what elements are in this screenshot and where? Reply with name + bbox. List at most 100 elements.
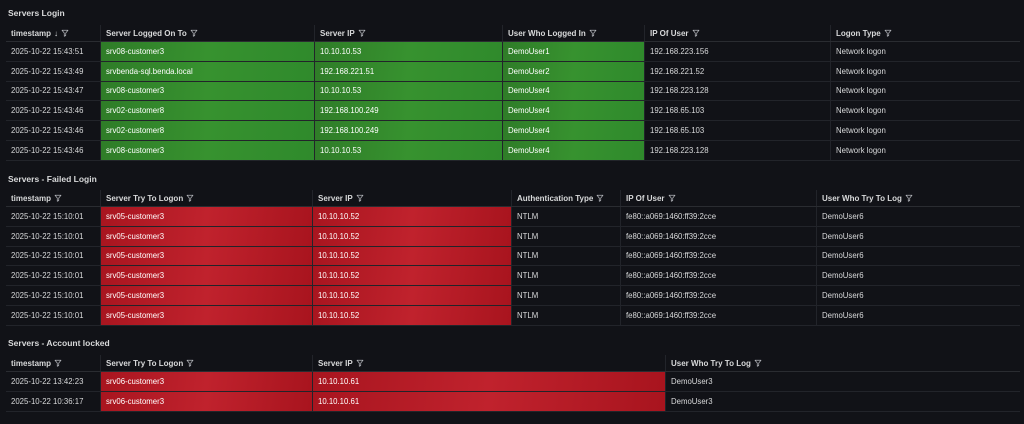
cell-server-logged-on-to: srv08-customer3: [100, 141, 314, 160]
column-header-label: Server Try To Logon: [106, 358, 184, 368]
table-row[interactable]: 2025-10-22 15:43:51 srv08-customer3 10.10.…: [6, 42, 1020, 62]
cell-authentication-type: NTLM: [511, 246, 620, 266]
table-row[interactable]: 2025-10-22 15:10:01 srv05-customer3 10.10.…: [6, 266, 1020, 287]
column-header-server-ip[interactable]: Server IP: [312, 190, 511, 206]
cell-user-who-try-to-log: DemoUser3: [665, 372, 1020, 391]
table-row[interactable]: 2025-10-22 10:36:17 srv06-customer3 10.10.…: [6, 391, 1020, 412]
cell-logon-type: Network logon: [830, 81, 1020, 101]
column-header-ip-of-user[interactable]: IP Of User: [644, 25, 830, 41]
column-header-label: timestamp: [11, 358, 52, 368]
column-header-timestamp[interactable]: timestamp: [6, 355, 100, 371]
panel-title: Servers - Failed Login: [8, 174, 97, 184]
cell-timestamp: 2025-10-22 15:43:46: [11, 145, 84, 155]
column-header-server-try-to-logon[interactable]: Server Try To Logon: [100, 190, 312, 206]
cell-ip-of-user: fe80::a069:1460:ff39:2cce: [620, 286, 816, 305]
cell-timestamp: 2025-10-22 15:43:46: [11, 126, 84, 136]
column-header-server-ip[interactable]: Server IP: [312, 355, 665, 371]
table-row[interactable]: 2025-10-22 15:43:47 srv08-customer3 10.10.…: [6, 81, 1020, 102]
filter-icon[interactable]: [186, 359, 194, 367]
filter-icon[interactable]: [358, 29, 366, 37]
cell-timestamp: 2025-10-22 15:10:01: [11, 231, 84, 241]
cell-user-who-try-to-log: DemoUser6: [816, 286, 1020, 305]
column-header-label: Server IP: [318, 193, 353, 203]
filter-icon[interactable]: [54, 359, 62, 367]
column-header-user-who-logged-in[interactable]: User Who Logged In: [502, 25, 644, 41]
filter-icon[interactable]: [61, 29, 69, 37]
cell-ip-of-user: 192.168.221.52: [644, 61, 830, 81]
table-row[interactable]: 2025-10-22 15:10:01 srv05-customer3 10.10.…: [6, 306, 1020, 326]
filter-icon[interactable]: [668, 194, 676, 202]
column-header-user-who-try-to-log[interactable]: User Who Try To Log: [665, 355, 1020, 371]
cell-ip-of-user: 192.168.223.128: [644, 81, 830, 101]
panel-servers-login: Servers Login timestamp ↓ Server Logged On…: [0, 0, 1024, 162]
cell-logon-type: Network logon: [830, 141, 1020, 160]
cell-logon-type: Network logon: [830, 101, 1020, 121]
filter-icon[interactable]: [356, 359, 364, 367]
cell-user-who-try-to-log: DemoUser6: [816, 306, 1020, 325]
filter-icon[interactable]: [186, 194, 194, 202]
table-row[interactable]: 2025-10-22 15:43:46 srv02-customer8 192.16…: [6, 101, 1020, 122]
column-header-label: Server Logged On To: [106, 28, 187, 38]
table-header: timestamp Server Try To Logon Server IP Use…: [6, 355, 1020, 372]
column-header-timestamp[interactable]: timestamp ↓: [6, 25, 100, 41]
cell-server-ip: 10.10.10.52: [312, 226, 511, 246]
filter-icon[interactable]: [754, 359, 762, 367]
cell-user-who-try-to-log: DemoUser6: [816, 266, 1020, 286]
cell-user-who-logged-in: DemoUser4: [502, 101, 644, 121]
cell-server-ip: 10.10.10.53: [314, 42, 502, 61]
column-header-authentication-type[interactable]: Authentication Type: [511, 190, 620, 206]
cell-server-ip: 192.168.221.51: [314, 61, 502, 81]
column-header-logon-type[interactable]: Logon Type: [830, 25, 1020, 41]
table-row[interactable]: 2025-10-22 15:10:01 srv05-customer3 10.10.…: [6, 286, 1020, 306]
column-header-ip-of-user[interactable]: IP Of User: [620, 190, 816, 206]
cell-timestamp: 2025-10-22 15:10:01: [11, 291, 84, 301]
filter-icon[interactable]: [596, 194, 604, 202]
cell-authentication-type: NTLM: [511, 207, 620, 226]
cell-server-logged-on-to: srvbenda-sql.benda.local: [100, 61, 314, 81]
column-header-user-who-try-to-log[interactable]: User Who Try To Log: [816, 190, 1020, 206]
cell-user-who-logged-in: DemoUser2: [502, 61, 644, 81]
table-row[interactable]: 2025-10-22 15:43:46 srv02-customer8 192.16…: [6, 121, 1020, 141]
cell-timestamp: 2025-10-22 15:43:46: [11, 106, 84, 116]
filter-icon[interactable]: [54, 194, 62, 202]
panel-servers-failed-login: Servers - Failed Login timestamp Server T…: [0, 166, 1024, 326]
column-header-label: IP Of User: [626, 193, 665, 203]
cell-timestamp: 2025-10-22 15:43:47: [11, 86, 84, 96]
cell-server-ip: 10.10.10.53: [314, 141, 502, 160]
cell-user-who-try-to-log: DemoUser3: [665, 391, 1020, 411]
cell-server-logged-on-to: srv08-customer3: [100, 81, 314, 101]
column-header-server-ip[interactable]: Server IP: [314, 25, 502, 41]
cell-timestamp: 2025-10-22 15:43:51: [11, 46, 84, 56]
column-header-label: Server IP: [318, 358, 353, 368]
table-row[interactable]: 2025-10-22 15:10:01 srv05-customer3 10.10.…: [6, 226, 1020, 247]
column-header-label: User Who Try To Log: [671, 358, 751, 368]
column-header-server-logged-on-to[interactable]: Server Logged On To: [100, 25, 314, 41]
cell-user-who-logged-in: DemoUser4: [502, 81, 644, 101]
filter-icon[interactable]: [905, 194, 913, 202]
column-header-label: Server Try To Logon: [106, 193, 184, 203]
cell-user-who-try-to-log: DemoUser6: [816, 207, 1020, 226]
table-row[interactable]: 2025-10-22 15:10:01 srv05-customer3 10.10.…: [6, 207, 1020, 227]
cell-authentication-type: NTLM: [511, 306, 620, 325]
filter-icon[interactable]: [884, 29, 892, 37]
filter-icon[interactable]: [589, 29, 597, 37]
panel-title: Servers - Account locked: [8, 338, 110, 348]
cell-logon-type: Network logon: [830, 42, 1020, 61]
table-row[interactable]: 2025-10-22 15:10:01 srv05-customer3 10.10.…: [6, 246, 1020, 267]
column-header-timestamp[interactable]: timestamp: [6, 190, 100, 206]
filter-icon[interactable]: [356, 194, 364, 202]
filter-icon[interactable]: [190, 29, 198, 37]
cell-server-try-to-logon: srv05-customer3: [100, 286, 312, 305]
sort-descending-icon[interactable]: ↓: [54, 28, 59, 38]
cell-ip-of-user: fe80::a069:1460:ff39:2cce: [620, 207, 816, 226]
cell-logon-type: Network logon: [830, 61, 1020, 81]
cell-server-ip: 10.10.10.52: [312, 246, 511, 266]
table-row[interactable]: 2025-10-22 15:43:46 srv08-customer3 10.10.…: [6, 141, 1020, 161]
table-row[interactable]: 2025-10-22 15:43:49 srvbenda-sql.benda.lo…: [6, 61, 1020, 82]
column-header-server-try-to-logon[interactable]: Server Try To Logon: [100, 355, 312, 371]
table-row[interactable]: 2025-10-22 13:42:23 srv06-customer3 10.10.…: [6, 372, 1020, 392]
cell-ip-of-user: fe80::a069:1460:ff39:2cce: [620, 226, 816, 246]
filter-icon[interactable]: [692, 29, 700, 37]
cell-ip-of-user: fe80::a069:1460:ff39:2cce: [620, 266, 816, 286]
cell-server-ip: 10.10.10.52: [312, 207, 511, 226]
